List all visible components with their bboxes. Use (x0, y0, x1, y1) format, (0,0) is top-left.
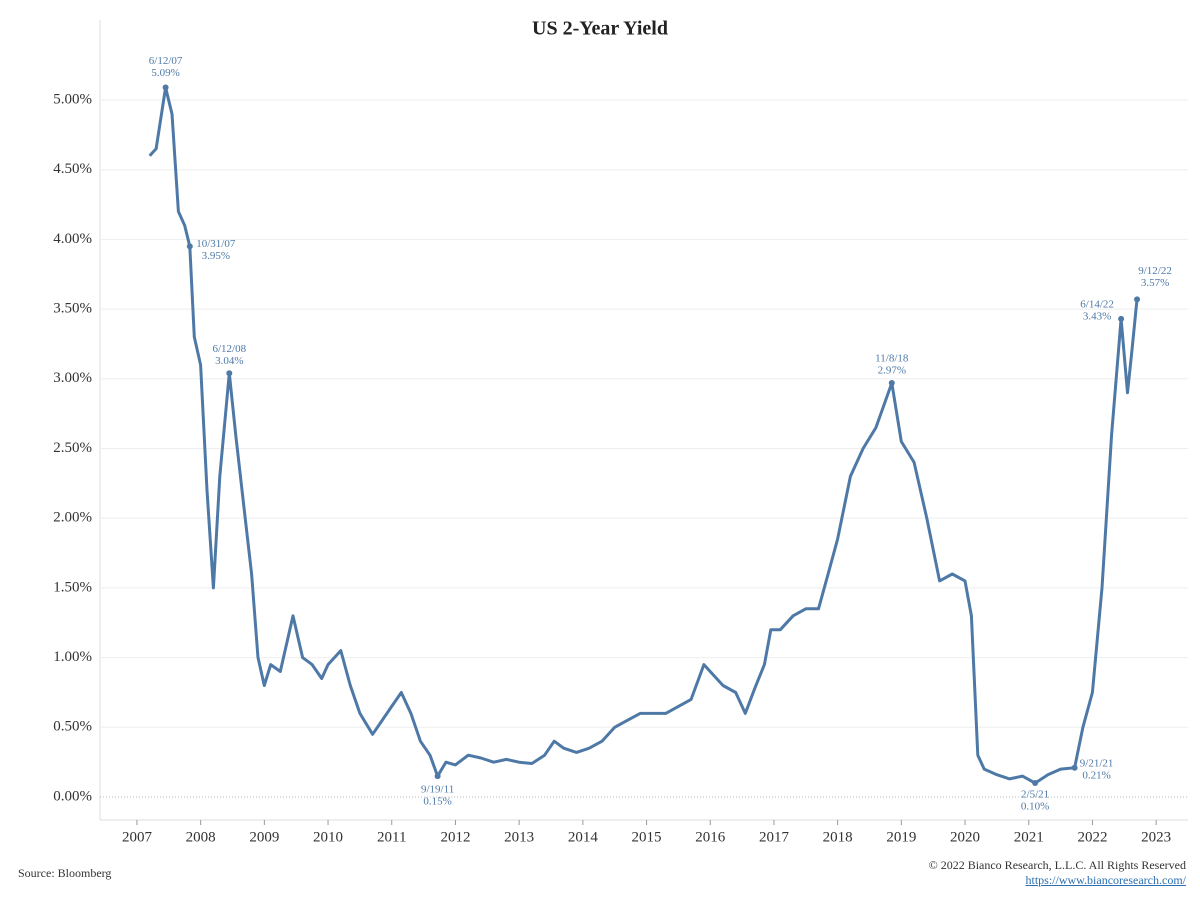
annotation-dot (888, 379, 895, 386)
annotation-dot (186, 243, 193, 250)
annotation-value: 0.15% (423, 796, 451, 808)
y-tick-label: 5.00% (53, 91, 92, 107)
x-tick-label: 2008 (186, 829, 216, 845)
annotation-date: 2/5/21 (1021, 789, 1049, 801)
website-link[interactable]: https://www.biancoresearch.com/ (1025, 873, 1186, 887)
x-tick-label: 2013 (504, 829, 534, 845)
annotation-date: 10/31/07 (196, 238, 236, 250)
chart: US 2-Year Yield 0.00% 0.50% 1.00% 1.50% 2.00… (53, 18, 1188, 845)
y-tick-label: 4.00% (53, 231, 92, 247)
y-tick-label: 3.50% (53, 301, 92, 317)
annotation-dot (1118, 315, 1125, 322)
annotation-date: 6/12/07 (149, 55, 183, 67)
x-tick-label: 2023 (1141, 829, 1171, 845)
x-tick-label: 2012 (440, 829, 470, 845)
annotation-date: 9/19/11 (421, 784, 454, 796)
annotation-value: 3.95% (202, 250, 230, 262)
x-tick-label: 2011 (377, 829, 406, 845)
y-tick-label: 1.50% (53, 579, 92, 595)
annotation-value: 3.43% (1083, 310, 1111, 322)
y-tick-label: 1.00% (53, 649, 92, 665)
annotation-value: 0.10% (1021, 801, 1049, 813)
y-tick-label: 2.00% (53, 510, 92, 526)
x-tick-label: 2017 (759, 829, 790, 845)
annotation-value: 0.21% (1082, 769, 1110, 781)
annotation-dot (1032, 780, 1039, 787)
annotation-value: 5.09% (151, 67, 179, 79)
x-tick-label: 2009 (249, 829, 279, 845)
x-tick-label: 2014 (568, 829, 599, 845)
annotation-date: 6/12/08 (212, 343, 246, 355)
copyright: © 2022 Bianco Research, L.L.C. All Right… (928, 858, 1186, 872)
annotation-dot (226, 370, 233, 377)
annotation-date: 9/12/22 (1138, 265, 1172, 277)
x-tick-label: 2007 (122, 829, 153, 845)
annotation-dot (1134, 296, 1141, 303)
y-tick-label: 0.50% (53, 719, 92, 735)
annotation-value: 2.97% (878, 365, 906, 377)
source-note: Source: Bloomberg (18, 866, 112, 880)
annotation-date: 11/8/18 (875, 353, 909, 365)
annotation-value: 3.04% (215, 355, 243, 367)
x-tick-label: 2022 (1077, 829, 1107, 845)
annotation-date: 6/14/22 (1080, 298, 1114, 310)
y-tick-label: 2.50% (53, 440, 92, 456)
yield-line (148, 86, 1139, 785)
annotation-date: 9/21/21 (1080, 757, 1114, 769)
chart-title: US 2-Year Yield (532, 18, 668, 40)
annotation-dot (162, 84, 169, 91)
y-tick-label: 3.00% (53, 370, 92, 386)
x-tick-label: 2010 (313, 829, 343, 845)
x-tick-label: 2021 (1014, 829, 1044, 845)
x-tick-label: 2016 (695, 829, 726, 845)
x-tick-label: 2018 (823, 829, 853, 845)
x-tick-label: 2020 (950, 829, 980, 845)
annotation-dot (434, 773, 441, 780)
y-tick-label: 4.50% (53, 161, 92, 177)
y-tick-label: 0.00% (53, 788, 92, 804)
x-tick-label: 2019 (886, 829, 916, 845)
annotation-value: 3.57% (1141, 277, 1169, 289)
annotation-dot (1071, 764, 1078, 771)
x-tick-label: 2015 (632, 829, 662, 845)
